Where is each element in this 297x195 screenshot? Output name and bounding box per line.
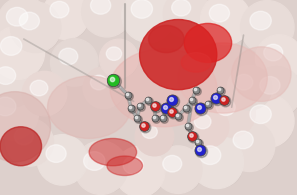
Ellipse shape (264, 44, 283, 61)
Ellipse shape (209, 6, 250, 43)
Ellipse shape (106, 47, 122, 60)
Ellipse shape (50, 1, 69, 18)
Ellipse shape (187, 106, 229, 148)
Ellipse shape (178, 43, 267, 113)
Ellipse shape (89, 138, 137, 166)
Ellipse shape (74, 141, 128, 194)
Ellipse shape (0, 127, 42, 166)
Ellipse shape (154, 146, 202, 193)
Ellipse shape (0, 67, 16, 84)
Ellipse shape (190, 135, 244, 189)
Ellipse shape (122, 0, 175, 42)
Ellipse shape (30, 81, 66, 115)
Ellipse shape (19, 12, 40, 30)
Ellipse shape (106, 48, 137, 77)
Ellipse shape (22, 71, 67, 116)
Ellipse shape (6, 119, 53, 166)
Ellipse shape (208, 89, 255, 137)
Ellipse shape (250, 13, 293, 53)
Ellipse shape (148, 25, 184, 53)
Ellipse shape (184, 23, 232, 62)
Ellipse shape (233, 131, 253, 149)
Ellipse shape (90, 76, 124, 107)
Ellipse shape (0, 26, 45, 79)
Ellipse shape (142, 126, 173, 155)
Ellipse shape (0, 37, 22, 55)
Ellipse shape (7, 9, 49, 49)
Ellipse shape (241, 94, 294, 148)
Ellipse shape (42, 0, 89, 39)
Ellipse shape (46, 146, 86, 184)
Ellipse shape (10, 2, 61, 52)
Ellipse shape (232, 47, 291, 101)
Ellipse shape (110, 49, 217, 127)
Ellipse shape (255, 35, 297, 82)
Ellipse shape (200, 0, 251, 45)
Ellipse shape (59, 48, 78, 65)
Ellipse shape (82, 0, 132, 37)
Ellipse shape (264, 45, 297, 81)
Ellipse shape (224, 121, 275, 171)
Ellipse shape (0, 98, 37, 138)
Ellipse shape (50, 39, 98, 86)
Ellipse shape (251, 66, 297, 117)
Ellipse shape (194, 114, 211, 129)
Ellipse shape (46, 145, 66, 162)
Ellipse shape (14, 129, 52, 165)
Ellipse shape (107, 156, 143, 176)
Ellipse shape (0, 38, 43, 78)
Ellipse shape (14, 128, 33, 145)
Ellipse shape (0, 97, 16, 116)
Ellipse shape (200, 147, 242, 187)
Ellipse shape (90, 75, 107, 90)
Ellipse shape (233, 132, 274, 170)
Ellipse shape (0, 68, 36, 106)
Ellipse shape (216, 99, 235, 115)
Ellipse shape (83, 67, 125, 109)
Ellipse shape (91, 0, 111, 14)
Ellipse shape (227, 66, 272, 110)
Ellipse shape (123, 158, 164, 195)
Ellipse shape (59, 49, 97, 85)
Ellipse shape (0, 86, 39, 140)
Ellipse shape (50, 3, 88, 38)
Ellipse shape (140, 20, 217, 90)
Ellipse shape (84, 152, 105, 170)
Ellipse shape (260, 76, 280, 94)
Ellipse shape (260, 78, 297, 116)
Ellipse shape (30, 80, 48, 96)
Ellipse shape (131, 0, 153, 18)
Ellipse shape (163, 0, 211, 37)
Ellipse shape (0, 92, 50, 162)
Ellipse shape (48, 76, 131, 138)
Ellipse shape (235, 75, 271, 109)
Ellipse shape (250, 105, 271, 124)
Ellipse shape (181, 53, 211, 72)
Ellipse shape (19, 13, 60, 51)
Ellipse shape (7, 7, 28, 26)
Ellipse shape (235, 74, 253, 90)
Ellipse shape (216, 100, 254, 136)
Ellipse shape (114, 146, 165, 195)
Ellipse shape (172, 0, 191, 16)
Ellipse shape (194, 115, 228, 146)
Ellipse shape (84, 153, 127, 193)
Ellipse shape (163, 157, 201, 192)
Ellipse shape (131, 1, 174, 41)
Ellipse shape (91, 0, 131, 36)
Ellipse shape (0, 0, 50, 50)
Ellipse shape (142, 125, 157, 138)
Ellipse shape (241, 1, 294, 54)
Ellipse shape (250, 106, 293, 146)
Ellipse shape (209, 4, 230, 22)
Ellipse shape (123, 156, 143, 174)
Ellipse shape (200, 146, 221, 165)
Ellipse shape (99, 39, 138, 78)
Ellipse shape (135, 117, 174, 156)
Ellipse shape (163, 155, 182, 172)
Ellipse shape (37, 135, 88, 185)
Ellipse shape (172, 1, 210, 36)
Ellipse shape (0, 57, 37, 107)
Ellipse shape (250, 11, 271, 30)
